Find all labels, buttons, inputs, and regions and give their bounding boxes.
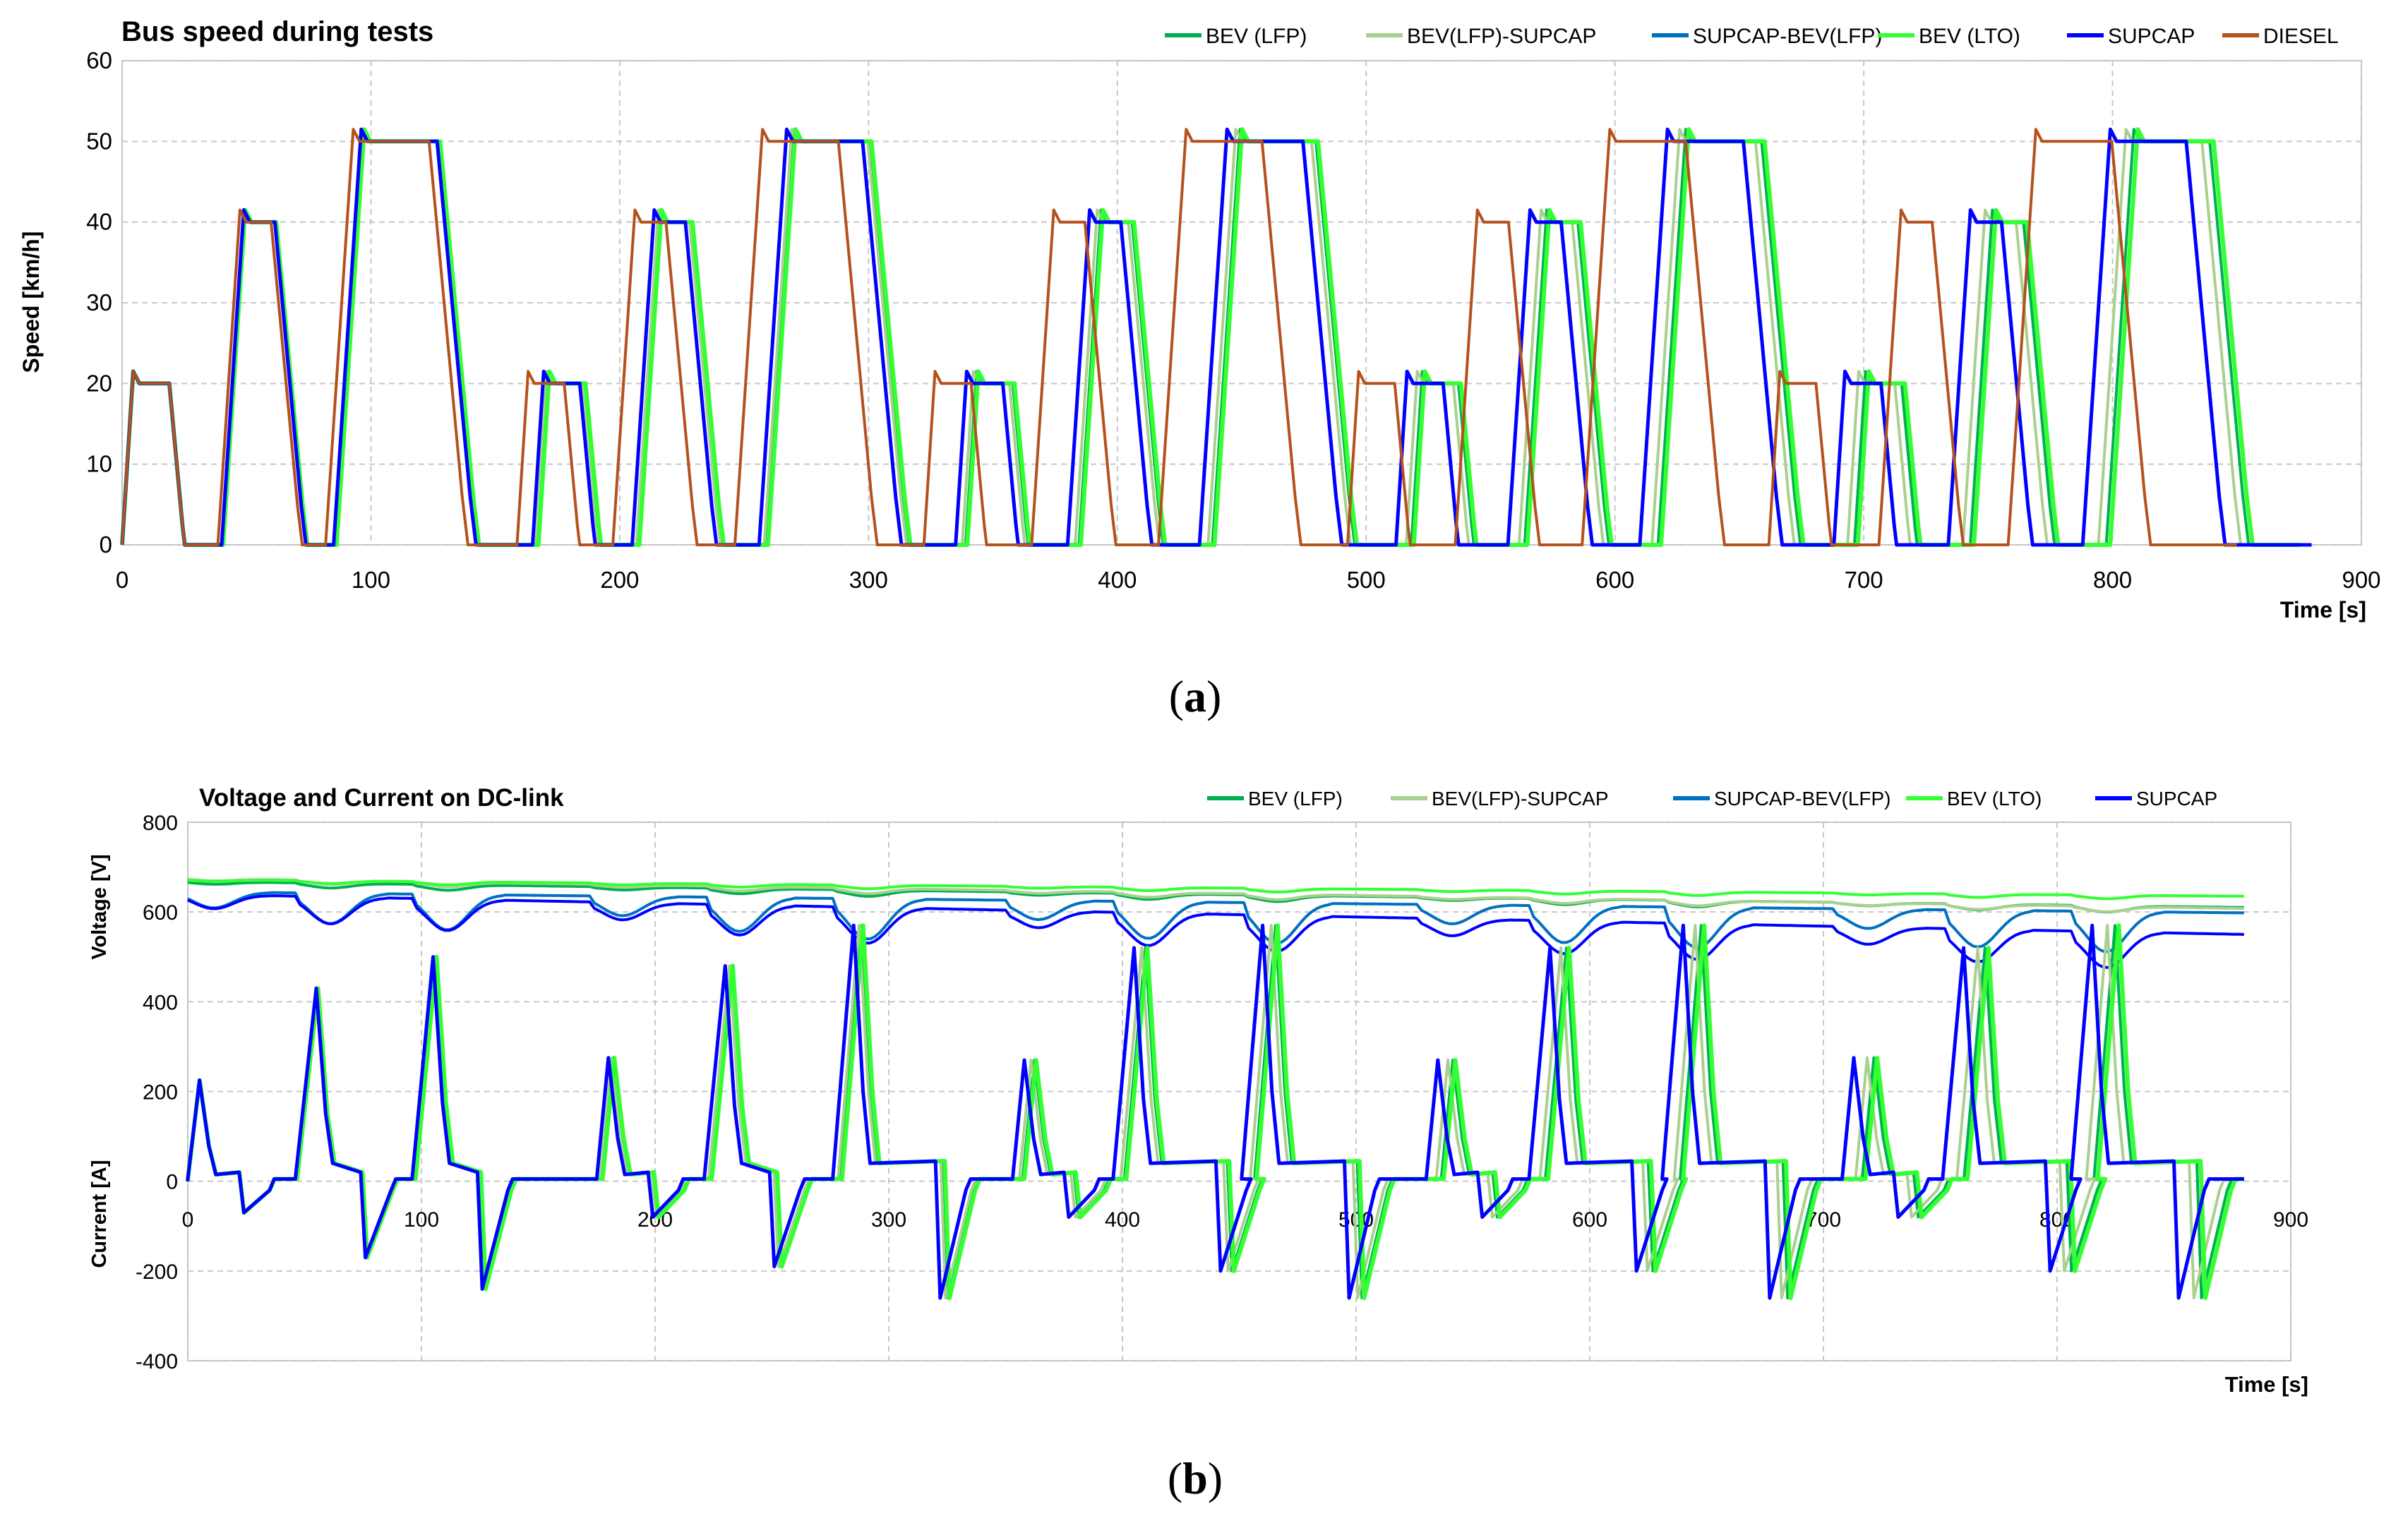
- legend-label: DIESEL: [2263, 25, 2339, 48]
- x-tick-label: 100: [404, 1208, 439, 1232]
- legend-label: SUPCAP: [2108, 25, 2195, 48]
- x-tick-label: 400: [1098, 567, 1137, 593]
- legend-label: BEV(LFP)-SUPCAP: [1432, 788, 1609, 810]
- voltage-line-3: [187, 879, 2244, 901]
- x-tick-labels: 0 100 200 300 400 500 600 700 800 900: [116, 567, 2381, 593]
- legend-label: BEV(LFP)-SUPCAP: [1407, 25, 1596, 48]
- x-tick-label: 600: [1595, 567, 1634, 593]
- legend-label: SUPCAP-BEV(LFP): [1714, 788, 1891, 810]
- x-tick-label: 300: [849, 567, 888, 593]
- legend-label: BEV (LFP): [1248, 788, 1343, 810]
- current-axis-label: Current [A]: [88, 1160, 111, 1268]
- x-axis-label: Time [s]: [2225, 1372, 2308, 1397]
- series-line-5: [121, 128, 2237, 546]
- legend: BEV (LFP) BEV(LFP)-SUPCAP SUPCAP-BEV(LFP) B…: [1207, 788, 2217, 810]
- y-tick-label: 20: [86, 370, 112, 396]
- y-tick-label: 40: [86, 209, 112, 235]
- legend-label: BEV (LFP): [1206, 25, 1307, 48]
- x-tick-label: 900: [2342, 567, 2380, 593]
- y-tick-labels: 0 10 20 30 40 50 60: [86, 47, 112, 558]
- x-tick-label: 700: [1845, 567, 1883, 593]
- y-tick-label: 800: [143, 812, 178, 835]
- caption-b: (b): [1167, 1453, 1223, 1503]
- chart-title: Voltage and Current on DC-link: [199, 784, 564, 812]
- x-tick-label: 400: [1105, 1208, 1140, 1232]
- current-line-4: [186, 923, 2244, 1300]
- caption-a: (a): [1168, 671, 1222, 721]
- y-tick-label: 10: [86, 451, 112, 477]
- x-tick-label: 900: [2273, 1208, 2308, 1232]
- voltage-current-chart: Voltage and Current on DC-link -400 -200 0…: [88, 784, 2308, 1397]
- legend-label: BEV (LTO): [1919, 25, 2020, 48]
- y-tick-label: 400: [143, 991, 178, 1014]
- legend-label: SUPCAP: [2136, 788, 2217, 810]
- y-tick-label: 200: [143, 1081, 178, 1105]
- series-group: [120, 127, 2312, 547]
- x-axis-label: Time [s]: [2280, 597, 2366, 622]
- speed-chart: Bus speed during tests 0 10 20 30 40 50 60 0 10…: [18, 16, 2381, 622]
- legend-label: BEV (LTO): [1947, 788, 2042, 810]
- x-tick-label: 100: [352, 567, 390, 593]
- x-tick-label: 0: [182, 1208, 194, 1232]
- x-tick-label: 300: [871, 1208, 906, 1232]
- x-tick-label: 200: [600, 567, 639, 593]
- y-tick-label: 0: [166, 1171, 178, 1194]
- y-tick-label: -200: [136, 1261, 178, 1284]
- voltage-line-4: [187, 894, 2244, 969]
- x-tick-label: 0: [116, 567, 128, 593]
- y-tick-label: -400: [136, 1350, 178, 1373]
- y-tick-label: 60: [86, 47, 112, 73]
- chart-title: Bus speed during tests: [121, 16, 433, 47]
- y-tick-label: 600: [143, 901, 178, 925]
- voltage-line-2: [187, 891, 2244, 954]
- x-tick-label: 600: [1572, 1208, 1607, 1232]
- series-group: [186, 877, 2244, 1300]
- legend-label: SUPCAP-BEV(LFP): [1693, 25, 1882, 48]
- legend: BEV (LFP) BEV(LFP)-SUPCAP SUPCAP-BEV(LFP) B…: [1165, 25, 2339, 48]
- voltage-axis-label: Voltage [V]: [88, 854, 111, 959]
- y-tick-label: 0: [100, 531, 112, 558]
- series-line-3: [120, 127, 2299, 547]
- x-tick-labels: 0 100 200 300 400 500 600 700 800 900: [182, 1208, 2308, 1232]
- y-axis-label: Speed [km/h]: [18, 231, 44, 373]
- y-tick-label: 30: [86, 289, 112, 315]
- x-tick-label: 500: [1347, 567, 1386, 593]
- series-line-4: [120, 127, 2312, 547]
- x-tick-label: 800: [2093, 567, 2132, 593]
- y-tick-label: 50: [86, 128, 112, 154]
- y-tick-labels: -400 -200 0 200 400 600 800: [136, 812, 178, 1373]
